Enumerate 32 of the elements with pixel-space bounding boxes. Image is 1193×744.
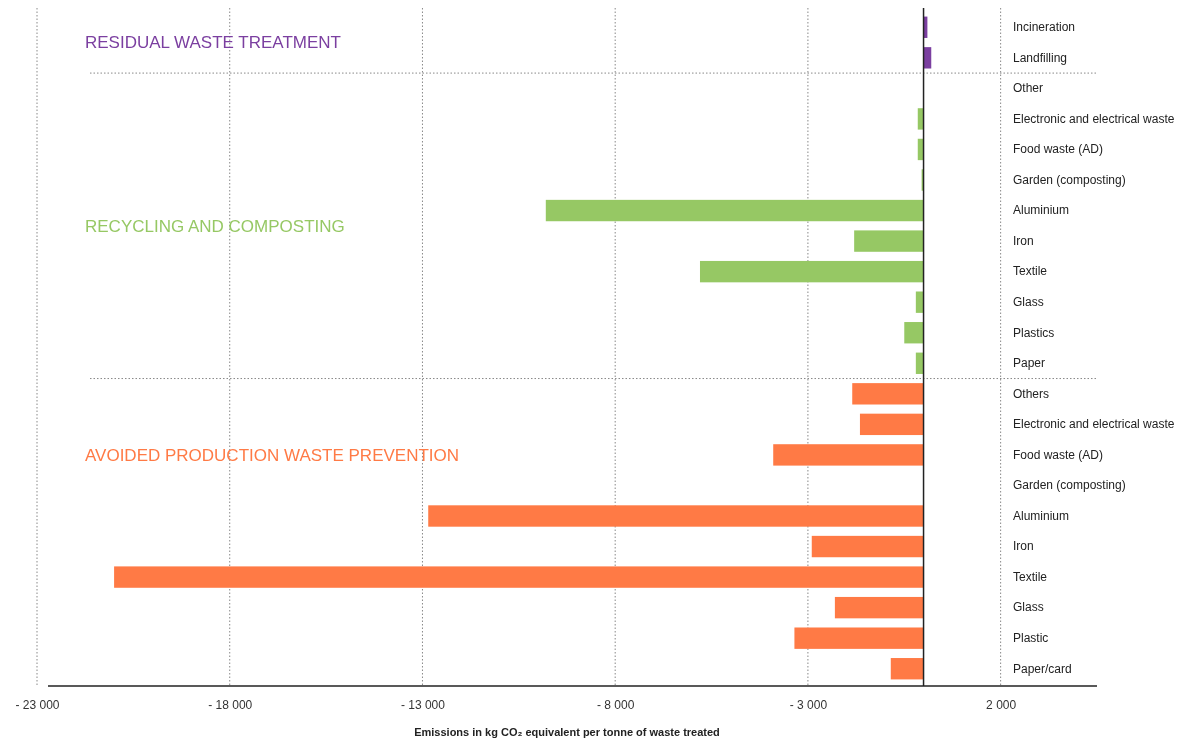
- y-tick-label: Textile: [1013, 569, 1048, 584]
- y-tick-label: Plastic: [1013, 631, 1049, 646]
- y-tick-label: Glass: [1013, 295, 1044, 310]
- y-tick-label: Iron: [1013, 233, 1034, 248]
- y-tick-label: Landfilling: [1013, 50, 1068, 65]
- y-tick-label: Electronic and electrical waste: [1013, 417, 1175, 432]
- y-tick-label: Textile: [1013, 264, 1048, 279]
- text: RECYCLING AND COMPOSTING: [85, 216, 345, 236]
- y-tick-label: Incineration: [1013, 20, 1076, 35]
- x-tick-label: - 18 000: [208, 697, 253, 712]
- x-tick-label: - 3 000: [789, 697, 828, 712]
- y-tick-label: Paper/card: [1013, 661, 1072, 676]
- y-tick-label: Glass: [1013, 600, 1044, 615]
- x-tick-label: - 8 000: [597, 697, 635, 712]
- y-tick-label: Electronic and electrical waste: [1013, 111, 1175, 126]
- y-tick-label: Aluminium: [1013, 203, 1070, 218]
- text: RESIDUAL WASTE TREATMENT: [85, 32, 341, 52]
- y-tick-label: Garden (composting): [1013, 478, 1126, 493]
- y-tick-label: Food waste (AD): [1013, 447, 1104, 462]
- x-tick-label: 2 000: [986, 697, 1017, 712]
- y-tick-label: Food waste (AD): [1013, 142, 1104, 157]
- y-tick-label: Iron: [1013, 539, 1034, 554]
- x-tick-label: - 13 000: [400, 697, 446, 712]
- y-tick-label: Garden (composting): [1013, 172, 1126, 187]
- y-tick-label: Others: [1013, 386, 1050, 401]
- x-axis-title: Emissions in kg CO₂ equivalent per tonne of waste treated: [414, 726, 720, 738]
- y-tick-label: Plastics: [1013, 325, 1055, 340]
- y-tick-label: Paper: [1013, 356, 1046, 371]
- text: AVOIDED PRODUCTION WASTE PREVENTION: [85, 445, 460, 465]
- x-tick-label: - 23 000: [15, 697, 60, 712]
- y-tick-label: Aluminium: [1013, 508, 1070, 523]
- y-tick-label: Other: [1013, 81, 1044, 96]
